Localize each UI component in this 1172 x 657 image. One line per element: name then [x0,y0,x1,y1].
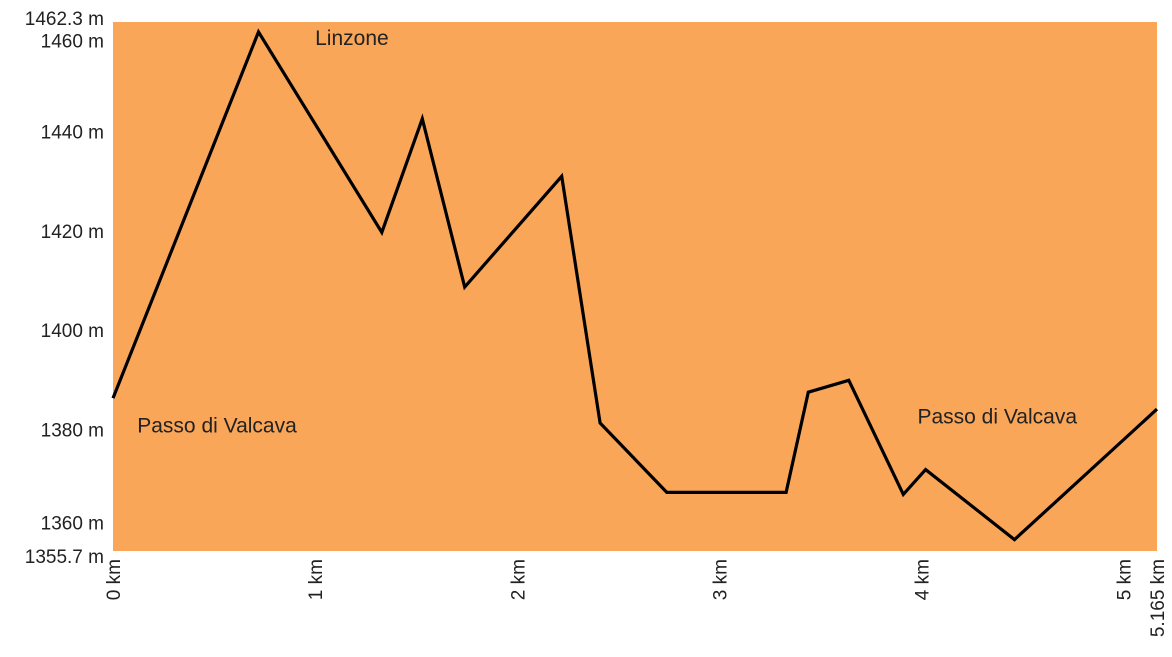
x-tick-label: 5.165 km [1148,559,1169,637]
y-tick-label: 1400 m [41,321,104,342]
x-axis-ticks: 0 km 1 km 2 km 3 km 4 km 5 km 5.165 km [104,559,1169,637]
y-tick-label: 1440 m [41,123,104,144]
y-tick-label: 1355.7 m [25,547,104,568]
x-tick-label: 2 km [508,559,529,600]
plot-area [113,22,1157,551]
y-tick-label: 1420 m [41,222,104,243]
x-tick-label: 4 km [913,559,934,600]
y-tick-label: 1380 m [41,420,104,441]
y-tick-label: 1462.3 m [25,9,104,30]
x-tick-label: 3 km [710,559,731,600]
y-tick-label: 1460 m [41,31,104,52]
annotation-label: Passo di Valcava [137,414,297,437]
x-tick-label: 5 km [1115,559,1136,600]
x-tick-label: 1 km [306,559,327,600]
annotation-label: Passo di Valcava [917,405,1077,428]
elevation-line [111,28,1159,542]
annotations: Linzone Passo di Valcava Passo di Valcava [137,27,1077,438]
annotation-label: Linzone [315,27,389,50]
y-tick-label: 1360 m [41,514,104,535]
x-tick-label: 0 km [104,559,125,600]
